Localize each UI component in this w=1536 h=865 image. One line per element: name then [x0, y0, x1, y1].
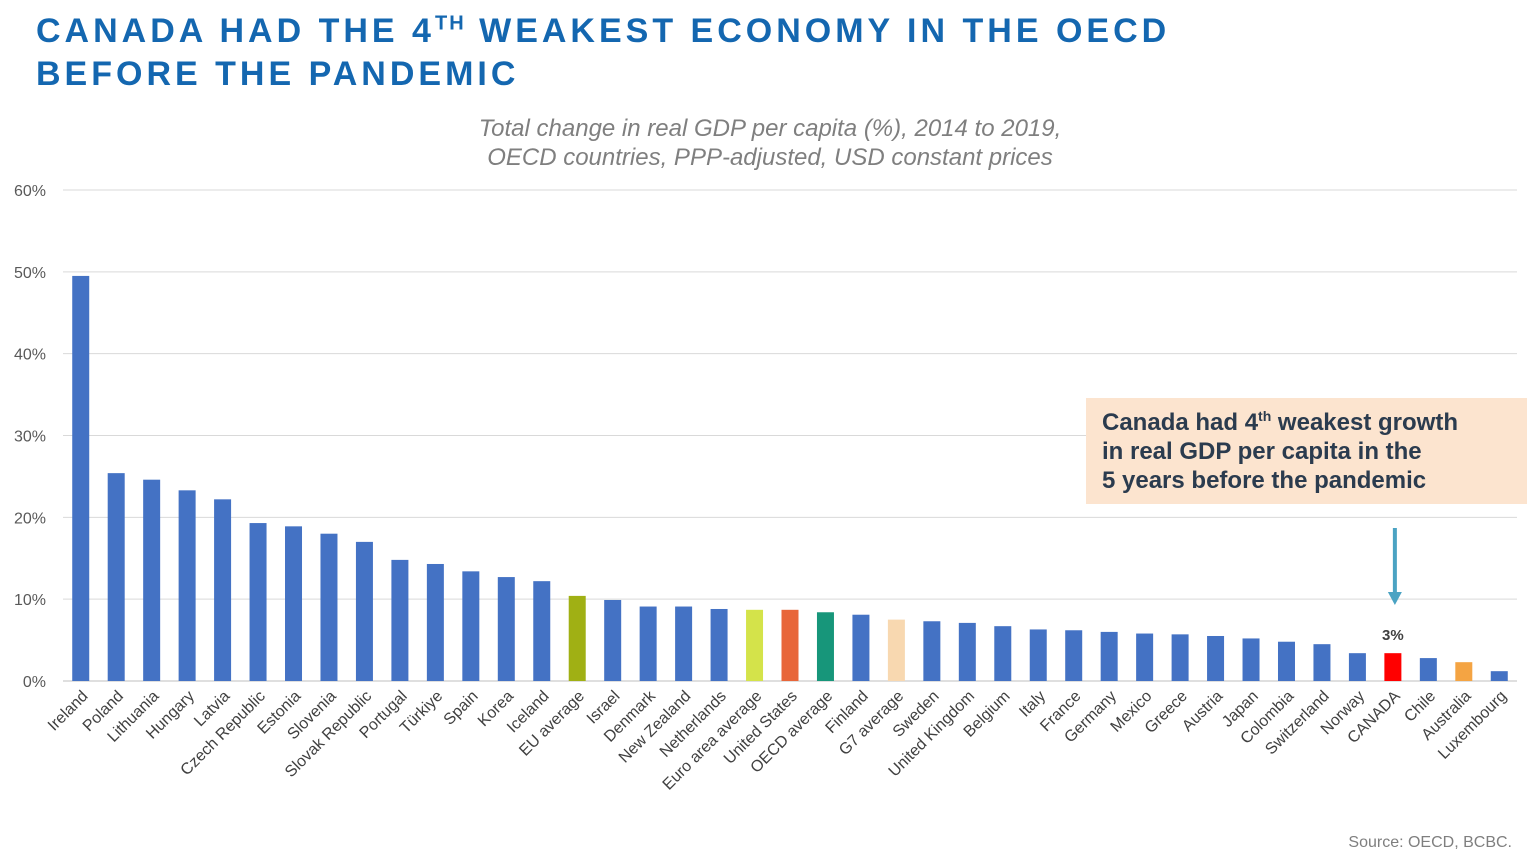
headline-text-a: CANADA HAD THE 4: [36, 12, 435, 50]
bar-oecd-average: [816, 612, 834, 681]
bar-eu-average: [568, 595, 586, 681]
bar-norway: [1348, 653, 1366, 681]
bar-united-kingdom: [958, 622, 976, 681]
bar-mexico: [1136, 633, 1154, 681]
callout-arrow-head: [1387, 592, 1402, 605]
bar-slovak-republic: [355, 541, 373, 681]
bar-ireland: [72, 275, 90, 681]
callout-line-1: Canada had 4th weakest growth: [1102, 408, 1527, 437]
y-tick-label: 40%: [14, 347, 46, 364]
chart-subtitle: Total change in real GDP per capita (%),…: [320, 114, 1220, 172]
bar-slovenia: [320, 533, 338, 681]
bar-new-zealand: [675, 606, 693, 681]
callout-box: Canada had 4th weakest growth in real GD…: [1086, 398, 1527, 504]
x-tick-label: Austria: [1179, 688, 1226, 735]
bar-australia: [1455, 662, 1473, 681]
callout-line-2: in real GDP per capita in the: [1102, 438, 1422, 465]
source-note: Source: OECD, BCBC.: [1348, 834, 1512, 851]
bar-france: [1065, 630, 1083, 681]
bar-portugal: [391, 559, 409, 681]
callout-line-3: 5 years before the pandemic: [1102, 467, 1427, 494]
headline-line-1: CANADA HAD THE 4TH WEAKEST ECONOMY IN TH…: [36, 10, 1336, 53]
bar-germany: [1100, 631, 1118, 681]
bar-finland: [852, 614, 870, 681]
bar-spain: [462, 571, 480, 681]
bar-canada: [1384, 653, 1402, 681]
bar-greece: [1171, 634, 1189, 681]
bar-italy: [1029, 629, 1047, 681]
data-label-canada: 3%: [1382, 627, 1404, 644]
bar-iceland: [533, 581, 551, 681]
callout-superscript: th: [1258, 408, 1272, 424]
headline-superscript: TH: [434, 12, 466, 35]
bar-sweden: [923, 621, 941, 681]
bar-g7-average: [887, 619, 905, 681]
y-tick-label: 30%: [14, 429, 46, 446]
callout-text-b: weakest growth: [1271, 409, 1458, 436]
y-tick-label: 0%: [23, 674, 46, 691]
bar-chile: [1419, 658, 1437, 681]
bar-poland: [107, 473, 125, 681]
bar-czech-republic: [249, 523, 267, 681]
headline: CANADA HAD THE 4TH WEAKEST ECONOMY IN TH…: [36, 10, 1336, 96]
bar-hungary: [178, 490, 196, 681]
chart-title-line-2: OECD countries, PPP-adjusted, USD consta…: [487, 144, 1053, 171]
bar-euro-area-average: [746, 609, 764, 681]
bar-japan: [1242, 638, 1260, 681]
x-tick-label: Spain: [441, 688, 482, 729]
bar-t-rkiye: [426, 563, 444, 681]
chart-title-line-1: Total change in real GDP per capita (%),…: [478, 115, 1062, 142]
bar-latvia: [214, 499, 232, 681]
bar-israel: [604, 599, 622, 681]
headline-line-2: BEFORE THE PANDEMIC: [36, 55, 520, 93]
bar-united-states: [781, 609, 799, 681]
bar-estonia: [285, 526, 303, 681]
bar-switzerland: [1313, 644, 1331, 681]
bar-luxembourg: [1490, 671, 1508, 681]
headline-text-b: WEAKEST ECONOMY IN THE OECD: [465, 12, 1171, 50]
bar-lithuania: [143, 479, 161, 681]
y-tick-label: 60%: [14, 183, 46, 200]
y-tick-label: 10%: [14, 592, 46, 609]
callout-text-a: Canada had 4: [1102, 409, 1259, 436]
bar-denmark: [639, 606, 657, 681]
y-tick-label: 20%: [14, 510, 46, 527]
bar-korea: [497, 577, 515, 681]
bar-belgium: [994, 626, 1012, 681]
bar-colombia: [1277, 641, 1295, 681]
y-tick-label: 50%: [14, 265, 46, 282]
bar-austria: [1207, 635, 1225, 681]
bar-netherlands: [710, 608, 728, 681]
